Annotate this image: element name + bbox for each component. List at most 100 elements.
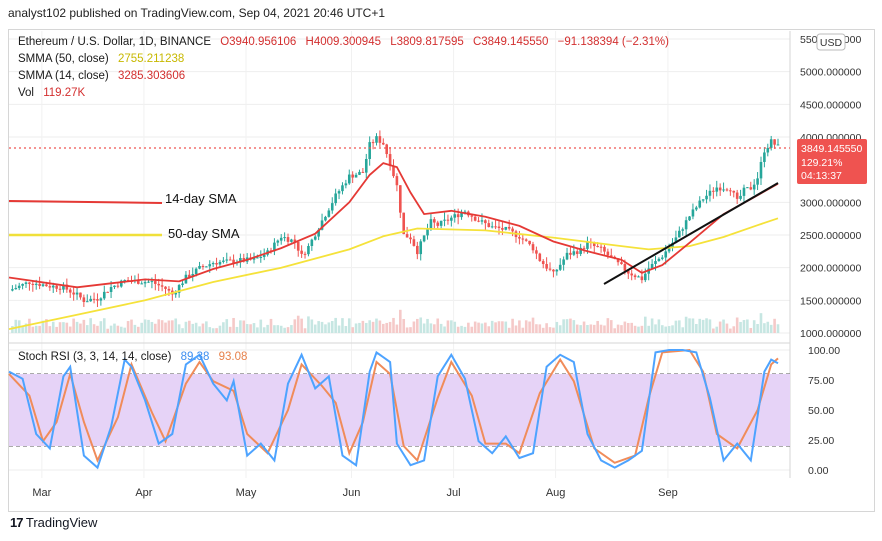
- candle-body: [188, 274, 191, 278]
- volume-bar: [599, 324, 603, 333]
- candle-body: [528, 240, 531, 245]
- volume-bar: [150, 321, 154, 333]
- candle-body: [181, 283, 184, 286]
- candle-body: [521, 238, 525, 240]
- candle-body: [58, 288, 62, 290]
- candle-body: [106, 291, 109, 293]
- volume-bar: [51, 321, 55, 333]
- stoch-tick-label: 75.00: [808, 375, 834, 387]
- legend-vol-row: Vol 119.27K: [18, 87, 85, 99]
- volume-bar: [463, 326, 467, 333]
- candle-body: [433, 219, 436, 223]
- candle-body: [239, 258, 242, 263]
- price-badge-timer: 04:13:37: [801, 170, 842, 182]
- volume-bar: [562, 319, 565, 333]
- volume-bar: [123, 327, 126, 333]
- volume-bar: [14, 319, 18, 333]
- candle-body: [194, 268, 198, 275]
- chart-panel[interactable]: [8, 29, 875, 512]
- candle-body: [773, 139, 776, 145]
- candle-body: [381, 142, 385, 145]
- candle-body: [412, 239, 416, 246]
- candle-body: [317, 229, 320, 237]
- candle-body: [327, 210, 331, 217]
- volume-bar: [643, 316, 647, 333]
- candle-body: [657, 258, 661, 262]
- volume-bar: [661, 325, 664, 333]
- candle-body: [678, 230, 681, 238]
- volume-bar: [422, 323, 426, 333]
- volume-bar: [154, 323, 157, 333]
- volume-bar: [569, 318, 572, 333]
- candle-body: [174, 292, 178, 295]
- volume-bar: [460, 325, 463, 333]
- candle-body: [422, 235, 426, 242]
- candle-body: [579, 247, 582, 254]
- volume-bar: [330, 321, 334, 333]
- volume-bar: [194, 322, 198, 333]
- volume-bar: [347, 318, 351, 333]
- volume-bar: [664, 326, 668, 333]
- candle-body: [92, 298, 96, 300]
- volume-bar: [201, 323, 205, 333]
- volume-bar: [313, 324, 317, 333]
- time-tick-label: Aug: [546, 487, 566, 499]
- volume-bar: [613, 328, 616, 333]
- currency-badge[interactable]: [816, 33, 846, 51]
- volume-bar: [637, 326, 640, 333]
- volume-bar: [137, 326, 140, 333]
- candle-body: [222, 260, 225, 262]
- volume-bar: [113, 323, 116, 333]
- candle-body: [524, 239, 528, 241]
- volume-bar: [490, 320, 494, 333]
- candle-body: [555, 269, 559, 272]
- legend-vol-label: Vol: [18, 87, 34, 99]
- candle-body: [409, 237, 412, 240]
- candle-body: [252, 257, 256, 260]
- price-badge-price: 3849.145550: [801, 143, 862, 155]
- candle-body: [218, 261, 222, 265]
- candle-body: [68, 289, 72, 293]
- volume-bar: [654, 324, 657, 333]
- volume-bar: [419, 317, 423, 333]
- candle-body: [102, 291, 106, 299]
- candle-body: [575, 251, 579, 254]
- volume-bar: [228, 326, 232, 333]
- volume-bar: [143, 319, 147, 333]
- volume-bar: [225, 319, 229, 333]
- volume-bar: [208, 327, 212, 333]
- price-tick-label: 5000.000000: [800, 67, 861, 79]
- candle-body: [82, 297, 86, 303]
- volume-bar: [388, 321, 392, 333]
- volume-bar: [62, 322, 65, 333]
- candle-body: [385, 144, 388, 155]
- candle-body: [378, 136, 382, 143]
- volume-bar: [177, 324, 181, 333]
- candle-body: [307, 245, 310, 255]
- candle-body: [198, 266, 201, 269]
- trendline: [603, 182, 779, 285]
- time-tick-label: Jul: [447, 487, 461, 499]
- footer-brand[interactable]: 17 TradingView: [10, 515, 97, 530]
- candle-body: [684, 220, 688, 230]
- candle-body: [725, 189, 729, 191]
- volume-bar: [75, 321, 79, 333]
- time-tick-label: Sep: [658, 487, 678, 499]
- legend-sma14-row: SMMA (14, close) 3285.303606: [18, 70, 185, 82]
- volume-bar: [725, 323, 729, 333]
- volume-bar: [171, 320, 174, 333]
- candle-body: [695, 207, 698, 210]
- volume-bar: [732, 326, 736, 333]
- candle-body: [453, 214, 457, 218]
- volume-bar: [198, 326, 201, 333]
- volume-bar: [477, 322, 480, 333]
- candle-body: [208, 264, 212, 267]
- footer-brand-label: TradingView: [25, 515, 98, 530]
- candle-body: [14, 288, 18, 290]
- volume-bar: [402, 318, 406, 333]
- volume-bar: [439, 323, 443, 333]
- volume-bar: [126, 321, 130, 333]
- volume-bar: [283, 327, 286, 333]
- volume-bar: [45, 319, 48, 333]
